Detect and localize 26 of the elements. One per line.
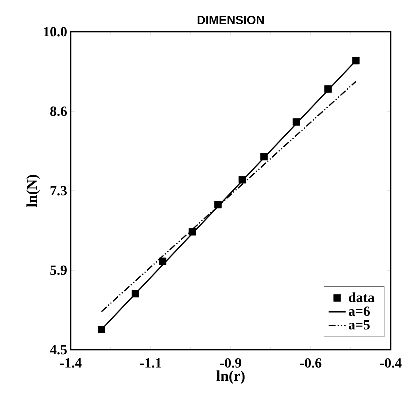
y-tick-label: 8.6: [50, 106, 68, 116]
point: [292, 118, 300, 126]
point: [324, 86, 332, 93]
y-tick-label: 5.9: [50, 266, 67, 276]
point: [260, 153, 268, 161]
legend-label: a=5: [348, 320, 370, 330]
y-tick-label: 10.0: [44, 27, 67, 37]
legend-label: a=6: [348, 306, 370, 316]
y-axis-title: ln(N): [26, 175, 40, 208]
x-tick-label: -0.6: [300, 358, 322, 368]
point: [214, 201, 222, 209]
y-tick-label: 7.3: [50, 186, 68, 196]
point: [352, 57, 360, 65]
x-tick-label: -0.4: [380, 358, 402, 368]
point: [98, 326, 106, 334]
x-tick-label: -0.9: [220, 358, 242, 368]
point: [159, 258, 167, 266]
x-tick-label: -1.4: [60, 358, 82, 368]
x-axis-title: ln(r): [216, 370, 245, 384]
point: [132, 290, 140, 298]
x-tick-label: -1.1: [140, 358, 162, 368]
y-tick-label: 4.5: [50, 345, 67, 355]
legend-label: data: [349, 292, 375, 302]
chart-title: DIMENSION: [198, 16, 264, 24]
point: [188, 228, 196, 236]
point: [238, 176, 246, 184]
